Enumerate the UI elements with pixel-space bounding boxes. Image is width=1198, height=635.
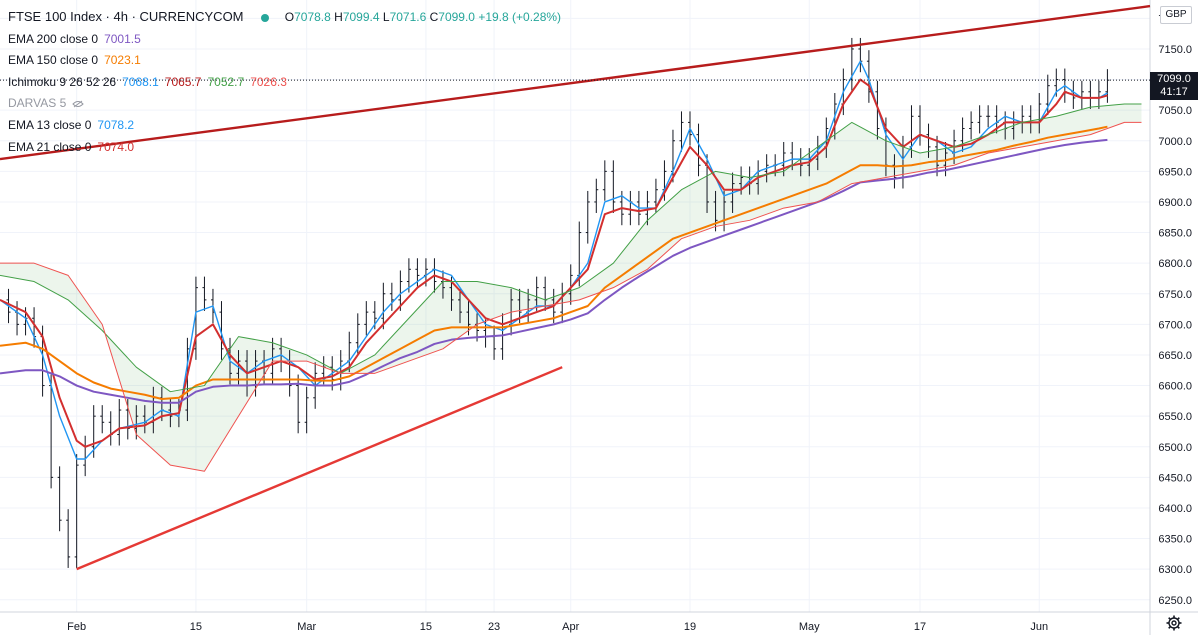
y-tick-label: 6700.0 bbox=[1158, 319, 1192, 331]
trendline-resistance-line bbox=[0, 4, 1151, 161]
y-tick-label: 6900.0 bbox=[1158, 197, 1192, 209]
x-tick-label: Mar bbox=[297, 621, 316, 633]
trendline-support-line bbox=[76, 366, 563, 571]
y-tick-label: 6500.0 bbox=[1158, 442, 1192, 454]
ohlc-values: O7078.8 H7099.4 L7071.6 C7099.0 +19.8 (+… bbox=[285, 10, 561, 24]
indicator-name: EMA 150 close 0 bbox=[8, 53, 99, 68]
legend: FTSE 100 Index · 4h · CURRENCYCOM O7078.… bbox=[8, 6, 561, 158]
open-label: O bbox=[284, 10, 295, 24]
indicator-row[interactable]: EMA 200 close 0 7001.5 bbox=[8, 29, 561, 51]
y-tick-label: 6350.0 bbox=[1158, 534, 1192, 546]
y-tick-label: 6800.0 bbox=[1158, 258, 1192, 270]
x-tick-label: 19 bbox=[684, 621, 696, 633]
indicator-value: 7023.1 bbox=[104, 53, 141, 68]
y-tick-label: 6250.0 bbox=[1158, 595, 1192, 607]
y-tick-label: 6450.0 bbox=[1158, 472, 1192, 484]
last-price-tag: 7099.0 41:17 bbox=[1150, 72, 1198, 101]
x-tick-label: 15 bbox=[190, 621, 202, 633]
x-tick-label: Jun bbox=[1030, 621, 1048, 633]
x-tick-label: 15 bbox=[420, 621, 432, 633]
x-tick-label: 17 bbox=[914, 621, 926, 633]
indicator-name: EMA 21 close 0 bbox=[8, 139, 92, 154]
indicator-name: EMA 13 close 0 bbox=[8, 117, 92, 132]
indicator-row[interactable]: EMA 150 close 0 7023.1 bbox=[8, 50, 561, 72]
indicator-name: Ichimoku 9 26 52 26 bbox=[8, 74, 117, 89]
high-value: 7099.4 bbox=[342, 10, 380, 24]
open-value: 7078.8 bbox=[294, 10, 331, 24]
symbol-title[interactable]: FTSE 100 Index · 4h · CURRENCYCOM bbox=[8, 9, 244, 24]
market-status-icon bbox=[261, 13, 270, 22]
indicator-value: 7026.3 bbox=[250, 74, 287, 89]
y-tick-label: 6400.0 bbox=[1158, 503, 1192, 515]
y-tick-label: 6850.0 bbox=[1158, 228, 1192, 240]
indicator-value: 7068.1 bbox=[122, 74, 159, 89]
high-label: H bbox=[334, 10, 343, 24]
ichimoku-leading-span-b-line bbox=[0, 121, 1142, 472]
low-value: 7071.6 bbox=[389, 10, 427, 24]
indicator-row[interactable]: EMA 13 close 0 7078.2 bbox=[8, 115, 561, 137]
x-tick-label: May bbox=[799, 621, 820, 633]
y-tick-label: 7000.0 bbox=[1158, 136, 1192, 148]
change-value: +19.8 (+0.28%) bbox=[478, 10, 562, 24]
indicator-value: 7065.7 bbox=[164, 74, 202, 89]
y-tick-label: 7150.0 bbox=[1158, 44, 1192, 56]
low-label: L bbox=[382, 10, 390, 24]
indicator-value: 7001.5 bbox=[104, 31, 141, 46]
ichimoku-leading-span-a-line bbox=[0, 103, 1142, 393]
indicator-row[interactable]: DARVAS 5 bbox=[8, 93, 561, 115]
y-tick-label: 6300.0 bbox=[1158, 564, 1192, 576]
ema-21-close-0-line bbox=[0, 78, 1108, 448]
hidden-eye-icon[interactable] bbox=[72, 100, 84, 108]
x-tick-label: 23 bbox=[488, 621, 500, 633]
ema-200-close-0-line bbox=[0, 138, 1108, 404]
x-tick-label: Feb bbox=[67, 621, 86, 633]
indicator-name: DARVAS 5 bbox=[8, 96, 67, 111]
close-label: C bbox=[429, 10, 439, 24]
bar-countdown: 41:17 bbox=[1160, 86, 1188, 99]
x-tick-label: Apr bbox=[562, 621, 579, 633]
indicator-list: EMA 200 close 0 7001.5 EMA 150 close 0 7023… bbox=[8, 29, 561, 159]
ichimoku-cloud bbox=[0, 104, 1142, 472]
indicator-row[interactable]: EMA 21 close 0 7074.0 bbox=[8, 137, 561, 159]
close-value: 7099.0 bbox=[438, 10, 475, 24]
y-tick-label: 6600.0 bbox=[1158, 381, 1192, 393]
gear-icon[interactable] bbox=[1166, 615, 1182, 631]
y-tick-label: 6550.0 bbox=[1158, 411, 1192, 423]
y-tick-label: 6950.0 bbox=[1158, 166, 1192, 178]
currency-label[interactable]: GBP bbox=[1160, 6, 1192, 24]
indicator-value: 7078.2 bbox=[97, 117, 135, 132]
indicator-name: EMA 200 close 0 bbox=[8, 31, 99, 46]
y-tick-label: 6750.0 bbox=[1158, 289, 1192, 301]
y-tick-label: 7050.0 bbox=[1158, 105, 1192, 117]
indicator-row[interactable]: Ichimoku 9 26 52 26 7068.1 7065.7 7052.7 702… bbox=[8, 72, 561, 94]
indicator-value: 7074.0 bbox=[97, 139, 135, 154]
legend-title-row: FTSE 100 Index · 4h · CURRENCYCOM O7078.… bbox=[8, 6, 561, 29]
y-tick-label: 6650.0 bbox=[1158, 350, 1192, 362]
indicator-value: 7052.7 bbox=[207, 74, 245, 89]
last-price-value: 7099.0 bbox=[1157, 73, 1191, 86]
